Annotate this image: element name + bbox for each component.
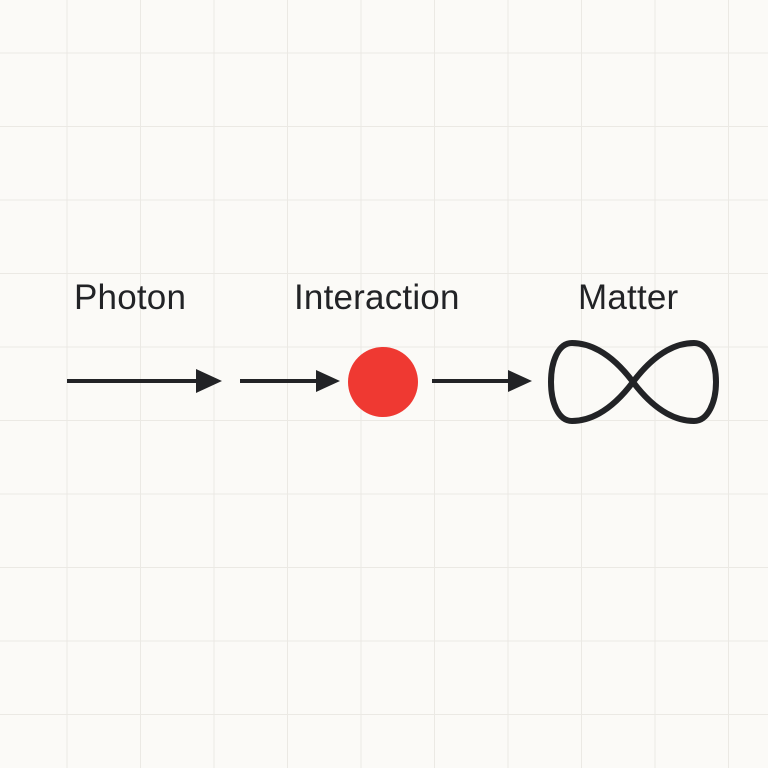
- interaction-label: Interaction: [294, 278, 460, 317]
- photon-arrow: [67, 369, 222, 393]
- matter-label: Matter: [578, 278, 679, 317]
- incoming-arrow: [240, 370, 340, 392]
- red-dot-icon: [348, 347, 418, 417]
- photon-label: Photon: [74, 278, 187, 317]
- outgoing-arrow: [432, 370, 532, 392]
- infinity-icon: [548, 340, 719, 424]
